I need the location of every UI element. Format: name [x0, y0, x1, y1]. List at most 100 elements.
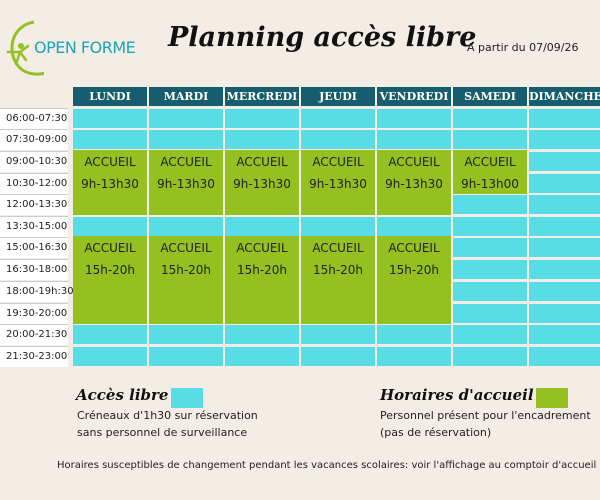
day-header-mardi: MARDI [149, 87, 223, 106]
slot-cell [225, 347, 299, 366]
schedule-grid: LUNDI MARDI MERCREDI JEUDI VENDREDI SAMEDI DIM… [0, 87, 600, 367]
slot-cell [529, 304, 600, 323]
slot-cell [529, 217, 600, 236]
slot-cell [225, 325, 299, 344]
accueil-label: ACCUEIL [84, 155, 136, 169]
accueil-hours: 15h-20h [236, 263, 288, 277]
logo-text: OPEN FORME [34, 38, 136, 57]
accueil-block: ACCUEIL 9h-13h30 [301, 150, 375, 215]
slot-cell [453, 347, 527, 366]
legend-accueil-swatch [536, 388, 568, 408]
accueil-label: ACCUEIL [464, 155, 516, 169]
slot-cell [149, 325, 223, 344]
time-slot-label: 07:30-09:00 [0, 129, 68, 150]
slot-cell [453, 217, 527, 236]
slot-cell [453, 325, 527, 344]
day-header-jeudi: JEUDI [301, 87, 375, 106]
accueil-label: ACCUEIL [160, 155, 212, 169]
time-slot-label: 12:00-13:30 [0, 194, 68, 215]
slot-cell [301, 217, 375, 236]
slot-cell [453, 238, 527, 257]
day-header-dimanche: DIMANCHE [529, 87, 600, 106]
legend-libre-title: Accès libre : [76, 386, 180, 404]
slot-cell [529, 174, 600, 193]
slot-cell [529, 130, 600, 149]
accueil-hours: 9h-13h30 [81, 177, 139, 191]
time-slot-label: 16:30-18:00 [0, 259, 68, 280]
slot-cell [149, 109, 223, 128]
slot-cell [301, 109, 375, 128]
slot-cell [453, 260, 527, 279]
accueil-block: ACCUEIL 15h-20h [377, 236, 451, 324]
accueil-block: ACCUEIL 15h-20h [149, 236, 223, 324]
slot-cell [377, 217, 451, 236]
accueil-hours: 15h-20h [160, 263, 212, 277]
slot-cell [149, 130, 223, 149]
accueil-hours: 9h-13h00 [461, 177, 519, 191]
accueil-label: ACCUEIL [236, 241, 288, 255]
time-slot-label: 10:30-12:00 [0, 173, 68, 194]
legend-accueil-desc-1: Personnel présent pour l'encadrement [380, 409, 591, 422]
slot-cell [529, 260, 600, 279]
accueil-block: ACCUEIL 15h-20h [225, 236, 299, 324]
time-slot-label: 15:00-16:30 [0, 237, 68, 258]
day-header-vendredi: VENDREDI [377, 87, 451, 106]
slot-cell [529, 109, 600, 128]
slot-cell [73, 130, 147, 149]
page-title: Planning accès libre [168, 22, 477, 53]
slot-cell [453, 195, 527, 214]
accueil-block: ACCUEIL 9h-13h30 [149, 150, 223, 215]
slot-cell [529, 282, 600, 301]
accueil-hours: 15h-20h [388, 263, 440, 277]
accueil-hours: 15h-20h [84, 263, 136, 277]
legend-accueil-desc-2: (pas de réservation) [380, 426, 492, 439]
accueil-block: ACCUEIL 9h-13h30 [377, 150, 451, 215]
time-slot-label: 21:30-23:00 [0, 346, 68, 367]
accueil-label: ACCUEIL [312, 155, 364, 169]
accueil-hours: 15h-20h [312, 263, 364, 277]
accueil-block: ACCUEIL 9h-13h00 [453, 150, 527, 194]
legend-libre-desc-1: Créneaux d'1h30 sur réservation [77, 409, 258, 422]
accueil-block: ACCUEIL 15h-20h [301, 236, 375, 324]
day-header-lundi: LUNDI [73, 87, 147, 106]
footer-note: Horaires susceptibles de changement pend… [57, 460, 597, 471]
legend-accueil-title: Horaires d'accueil : [380, 386, 545, 404]
time-slot-label: 20:00-21:30 [0, 324, 68, 345]
legend-libre-desc-2: sans personnel de surveillance [77, 426, 248, 439]
time-slot-label: 13:30-15:00 [0, 216, 68, 237]
slot-cell [301, 325, 375, 344]
slot-cell [225, 109, 299, 128]
time-slot-label: 06:00-07:30 [0, 108, 68, 129]
slot-cell [529, 238, 600, 257]
slot-cell [225, 217, 299, 236]
accueil-hours: 9h-13h30 [385, 177, 443, 191]
accueil-block: ACCUEIL 9h-13h30 [225, 150, 299, 215]
logo-figure-icon [6, 20, 44, 76]
slot-cell [453, 109, 527, 128]
accueil-block: ACCUEIL 15h-20h [73, 236, 147, 324]
accueil-label: ACCUEIL [84, 241, 136, 255]
slot-cell [301, 347, 375, 366]
slot-cell [377, 325, 451, 344]
accueil-label: ACCUEIL [312, 241, 364, 255]
accueil-block: ACCUEIL 9h-13h30 [73, 150, 147, 215]
legend-libre-swatch [171, 388, 203, 408]
accueil-hours: 9h-13h30 [233, 177, 291, 191]
slot-cell [225, 130, 299, 149]
accueil-label: ACCUEIL [388, 155, 440, 169]
accueil-hours: 9h-13h30 [309, 177, 367, 191]
day-header-mercredi: MERCREDI [225, 87, 299, 106]
slot-cell [73, 217, 147, 236]
accueil-label: ACCUEIL [388, 241, 440, 255]
time-slot-label: 18:00-19h:30 [0, 281, 74, 302]
slot-cell [73, 325, 147, 344]
start-date: A partir du 07/09/26 [467, 41, 579, 54]
slot-cell [529, 347, 600, 366]
slot-cell [529, 152, 600, 171]
slot-cell [73, 347, 147, 366]
slot-cell [73, 109, 147, 128]
slot-cell [377, 130, 451, 149]
slot-cell [377, 347, 451, 366]
accueil-label: ACCUEIL [236, 155, 288, 169]
day-header-samedi: SAMEDI [453, 87, 527, 106]
